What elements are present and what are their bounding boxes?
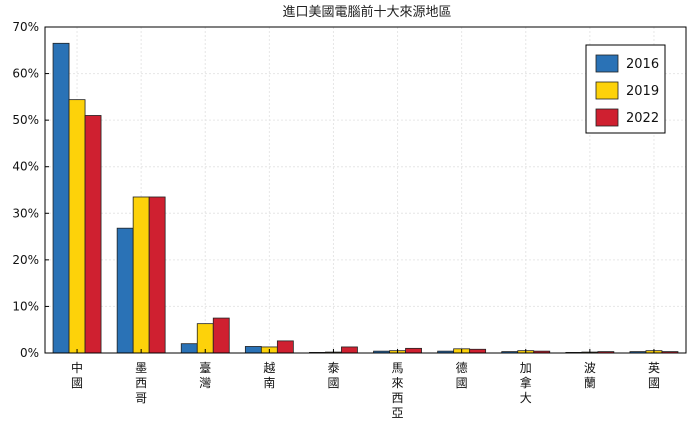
- plot-frame: [44, 26, 687, 354]
- bar-2016-0: [52, 42, 70, 354]
- y-tick-label: 10%: [12, 299, 39, 313]
- chart-title: 進口美國電腦前十大來源地區: [282, 4, 451, 20]
- bar-2016-2: [180, 343, 198, 354]
- bar-2022-0: [84, 115, 102, 354]
- y-tick-label: 20%: [12, 253, 39, 267]
- x-category-label: 臺灣: [199, 360, 211, 390]
- bar-2016-3: [244, 346, 262, 354]
- legend-label-2019: 2019: [626, 84, 659, 99]
- y-tick-label: 70%: [12, 20, 39, 34]
- x-category-label: 馬來西亞: [392, 361, 404, 420]
- legend-swatch-2019: [595, 81, 619, 100]
- x-category-label: 越南: [263, 361, 275, 390]
- bar-2019-1: [132, 196, 150, 354]
- legend-label-2016: 2016: [626, 57, 659, 72]
- bar-2022-2: [212, 317, 230, 354]
- x-category-label: 泰國: [327, 361, 339, 390]
- x-axis-categories: 中國 墨西哥 臺灣 越南 泰國 馬來西亞 德國 加拿大 波蘭 英國: [71, 349, 660, 420]
- bar-2022-6: [469, 348, 487, 354]
- bar-2022-1: [148, 196, 166, 354]
- legend-label-2022: 2022: [626, 111, 659, 126]
- y-tick-label: 30%: [12, 206, 39, 220]
- y-tick-label: 40%: [12, 160, 39, 174]
- bar-2016-1: [116, 227, 134, 354]
- legend-swatch-2022: [595, 108, 619, 127]
- y-tick-label: 50%: [12, 113, 39, 127]
- bar-2022-5: [405, 347, 422, 354]
- legend-swatch-2016: [595, 54, 619, 73]
- bar-2019-2: [196, 323, 214, 354]
- x-category-label: 中國: [71, 360, 83, 390]
- x-category-label: 波蘭: [584, 361, 596, 390]
- bar-2022-3: [276, 340, 294, 354]
- x-category-label: 英國: [648, 361, 660, 390]
- bar-2022-4: [341, 346, 358, 354]
- y-tick-label: 0%: [20, 346, 39, 360]
- y-axis-ticks: 0% 10% 20% 30% 40% 50% 60% 70%: [12, 20, 49, 360]
- bars: [52, 42, 679, 354]
- x-category-label: 加拿大: [520, 361, 532, 405]
- x-category-label: 德國: [456, 360, 468, 390]
- y-tick-label: 60%: [12, 67, 39, 81]
- bar-2019-0: [68, 99, 86, 354]
- x-category-label: 墨西哥: [135, 361, 147, 405]
- legend: 2016 2019 2022: [585, 44, 666, 134]
